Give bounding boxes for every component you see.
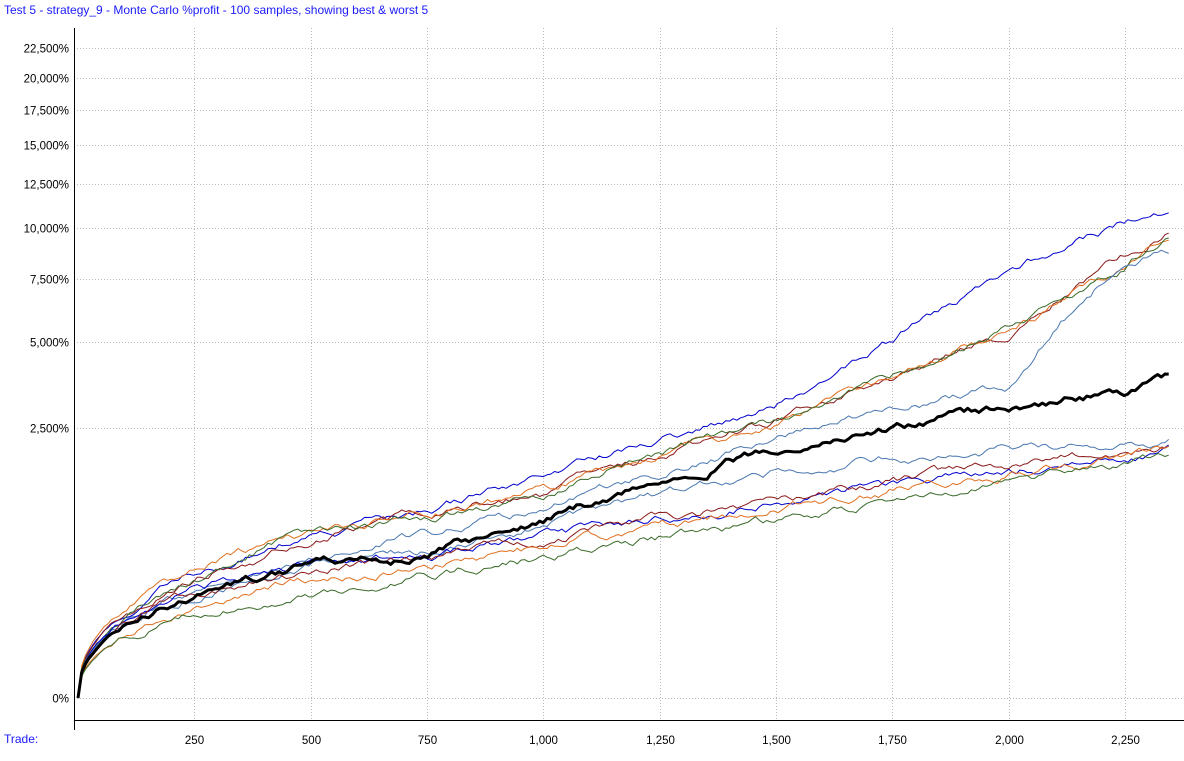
y-tick-label: 20,000% — [24, 74, 69, 86]
median-equity-line — [76, 372, 1169, 699]
x-tick-label: 250 — [185, 735, 204, 747]
grid-layer — [74, 28, 1184, 720]
x-tick-label: 2,000 — [995, 735, 1024, 747]
x-tick-label: 1,250 — [646, 735, 675, 747]
sample-equity-line — [77, 445, 1169, 699]
axis-layer — [74, 28, 1184, 730]
x-tick-label: 500 — [302, 735, 321, 747]
x-tick-label: 1,500 — [762, 735, 791, 747]
y-tick-label: 0% — [52, 694, 69, 706]
sample-equity-line — [77, 212, 1169, 699]
x-tick-label: 1,750 — [878, 735, 907, 747]
x-tick-label: 2,250 — [1111, 735, 1140, 747]
y-tick-label: 2,500% — [30, 424, 69, 436]
sample-equity-line — [77, 237, 1169, 699]
y-tick-label: 17,500% — [24, 106, 69, 118]
x-axis-caption: Trade: — [4, 732, 39, 746]
y-tick-label: 12,500% — [24, 180, 69, 192]
sample-equity-line — [77, 453, 1169, 699]
sample-equity-line — [77, 232, 1169, 699]
series-layer — [76, 212, 1170, 699]
y-tick-label: 7,500% — [30, 275, 69, 287]
x-tick-label: 1,000 — [529, 735, 558, 747]
y-tick-label: 15,000% — [24, 141, 69, 153]
chart-title: Test 5 - strategy_9 - Monte Carlo %profi… — [4, 3, 429, 17]
sample-equity-line — [77, 239, 1169, 699]
tick-label-layer: 0% 2,500% 5,000% 7,500% 10,000% 12,500% 15,000… — [24, 44, 1140, 748]
sample-equity-line — [77, 445, 1169, 699]
y-tick-label: 5,000% — [30, 338, 69, 350]
sample-equity-line — [77, 249, 1169, 699]
y-tick-label: 10,000% — [24, 224, 69, 236]
x-tick-label: 750 — [418, 735, 437, 747]
y-tick-label: 22,500% — [24, 44, 69, 56]
